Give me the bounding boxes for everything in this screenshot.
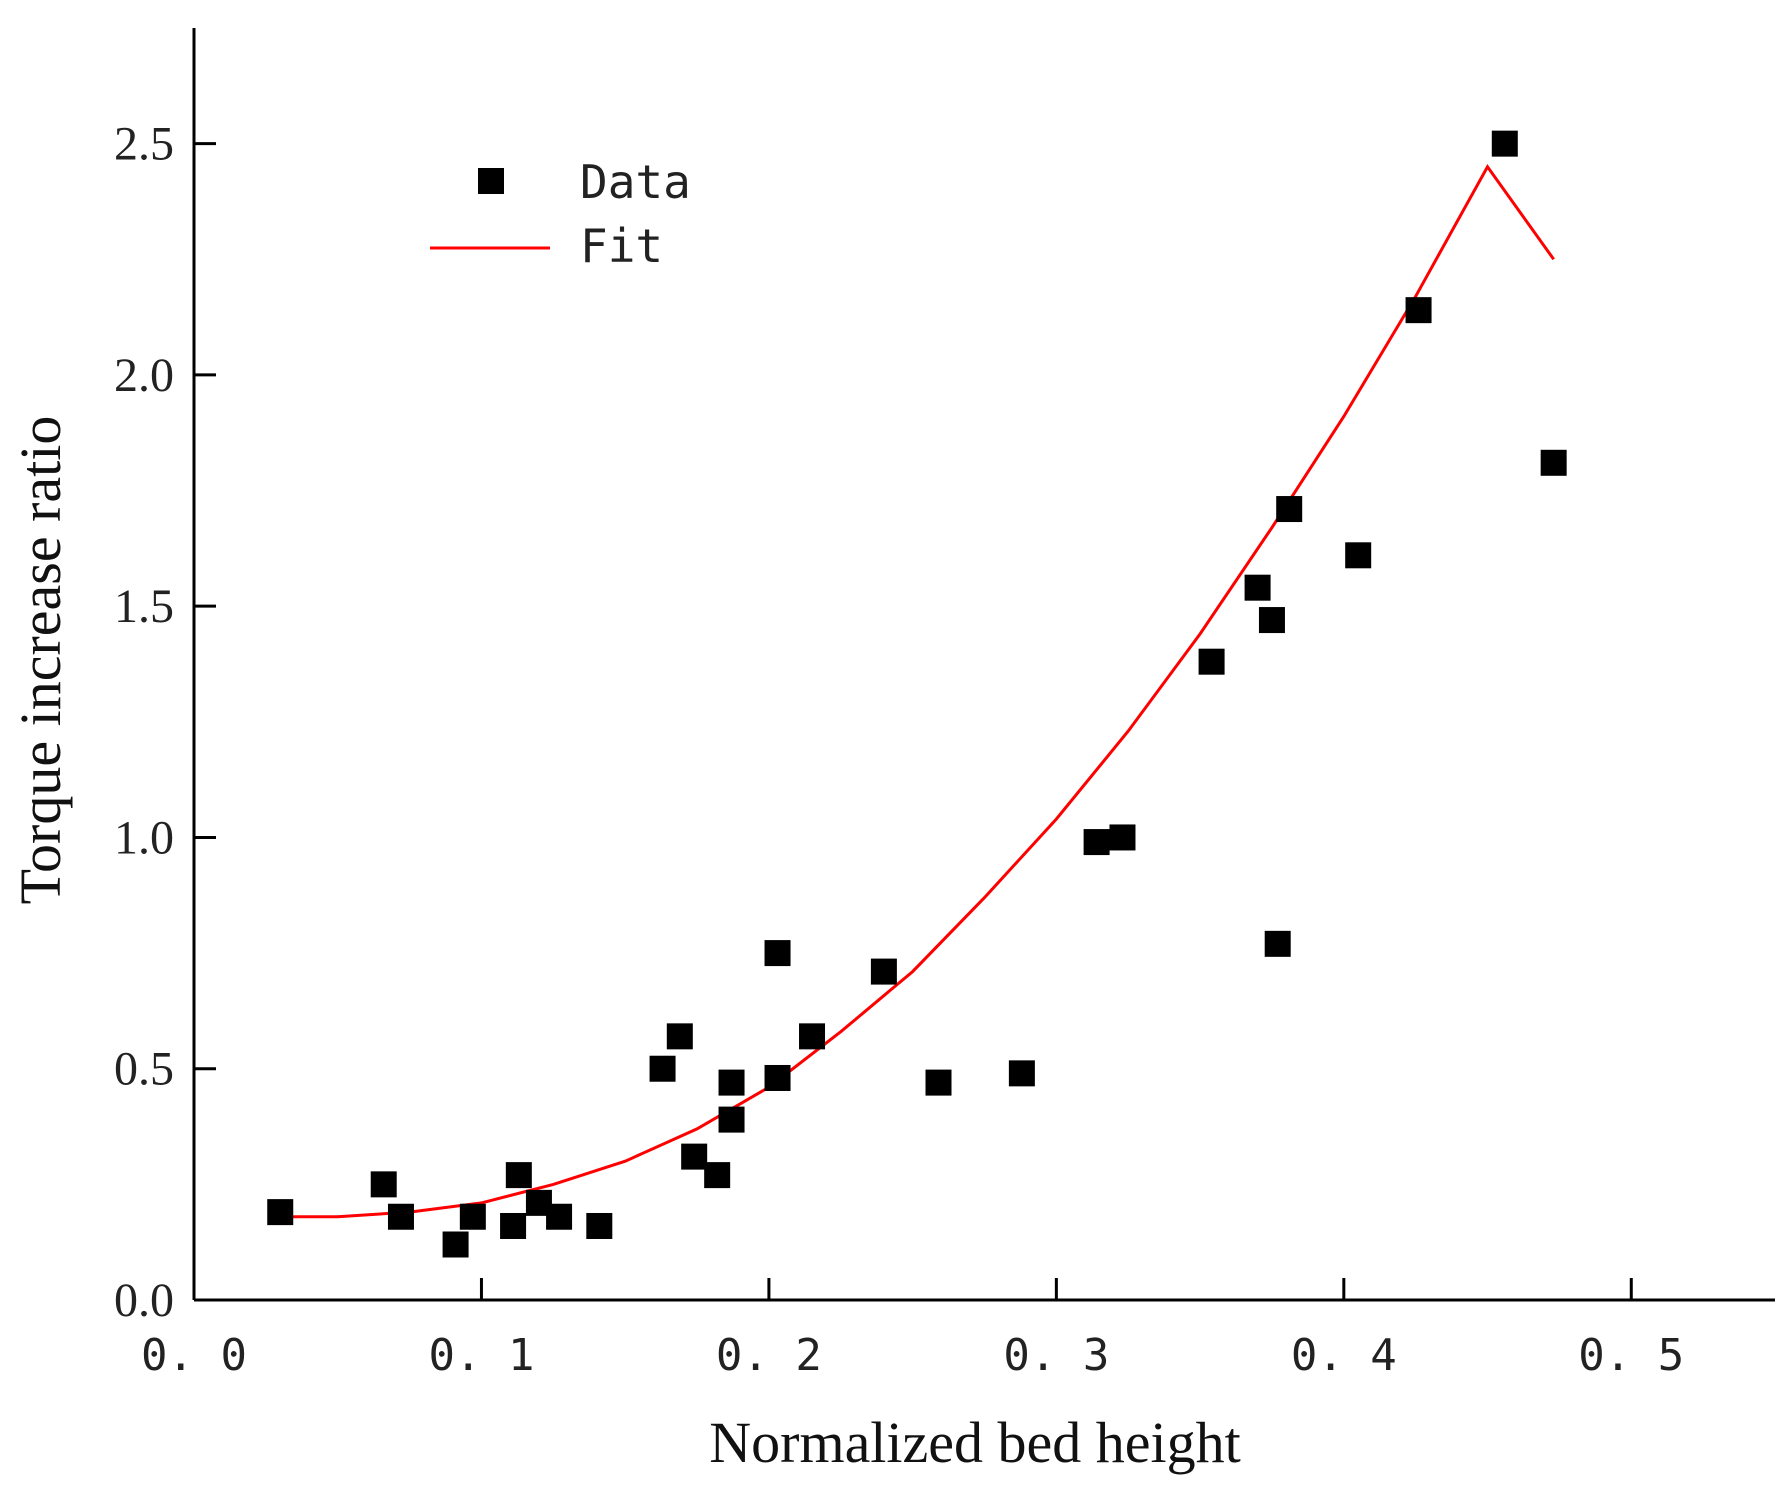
data-point xyxy=(459,1203,486,1230)
y-tick-label: 0.0 xyxy=(114,1274,174,1327)
data-point xyxy=(870,958,897,985)
data-point xyxy=(666,1023,693,1050)
x-ticks: 0. 0 0. 1 0. 2 0. 3 0. 4 0. 5 xyxy=(141,1278,1684,1381)
data-point xyxy=(1345,542,1372,569)
data-point xyxy=(500,1212,527,1239)
data-point xyxy=(1083,829,1110,856)
data-point xyxy=(267,1199,294,1226)
data-point xyxy=(718,1106,745,1133)
data-point xyxy=(764,1064,791,1091)
data-point xyxy=(1258,607,1285,634)
legend-data-label: Data xyxy=(580,155,691,209)
y-tick-label: 2.0 xyxy=(114,349,174,402)
y-tick-label: 1.5 xyxy=(114,580,174,633)
data-point xyxy=(799,1023,826,1050)
y-tick-label: 1.0 xyxy=(114,811,174,864)
data-point xyxy=(1109,824,1136,851)
x-tick-label: 0. 1 xyxy=(428,1330,534,1381)
data-point xyxy=(718,1069,745,1096)
y-axis-title: Torque increase ratio xyxy=(8,416,73,905)
axes xyxy=(192,28,1775,1302)
legend: Data Fit xyxy=(430,155,691,273)
data-point xyxy=(1405,297,1432,324)
y-tick-label: 2.5 xyxy=(114,118,174,171)
data-point xyxy=(1491,130,1518,157)
data-point xyxy=(505,1162,532,1189)
data-point xyxy=(681,1143,708,1170)
data-point xyxy=(649,1055,676,1082)
data-point xyxy=(1264,930,1291,957)
data-point xyxy=(1008,1060,1035,1087)
data-point xyxy=(1276,496,1303,523)
x-tick-label: 0. 0 xyxy=(141,1330,247,1381)
x-axis-title: Normalized bed height xyxy=(709,1410,1241,1475)
x-tick-label: 0. 3 xyxy=(1003,1330,1109,1381)
x-tick-label: 0. 2 xyxy=(716,1330,822,1381)
fit-line xyxy=(280,163,1555,1219)
data-point xyxy=(1540,449,1567,476)
data-point xyxy=(704,1162,731,1189)
data-point xyxy=(387,1203,414,1230)
data-point xyxy=(442,1231,469,1258)
data-point xyxy=(586,1212,613,1239)
data-point xyxy=(764,940,791,967)
data-point xyxy=(1244,574,1271,601)
data-point xyxy=(546,1203,573,1230)
data-point xyxy=(925,1069,952,1096)
data-point xyxy=(1198,648,1225,675)
y-tick-label: 0.5 xyxy=(114,1043,174,1096)
x-tick-label: 0. 4 xyxy=(1291,1330,1397,1381)
legend-fit-label: Fit xyxy=(580,219,663,273)
y-ticks: 0.0 0.5 1.0 1.5 2.0 2.5 xyxy=(114,118,216,1327)
x-tick-label: 0. 5 xyxy=(1578,1330,1684,1381)
plot-area xyxy=(267,130,1567,1258)
data-point xyxy=(370,1171,397,1198)
legend-data-marker xyxy=(478,168,504,194)
